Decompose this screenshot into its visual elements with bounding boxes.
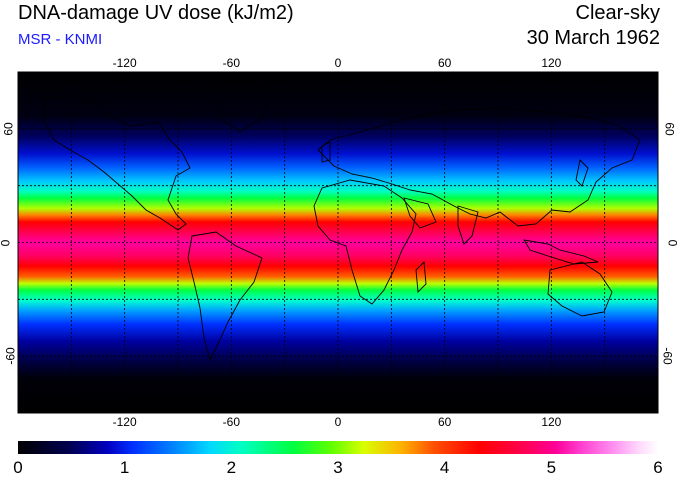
lon-bottom-tick-label: -60 <box>222 415 240 429</box>
lat-right-tick-label: 60 <box>662 122 677 136</box>
map-title: DNA-damage UV dose (kJ/m2) <box>18 2 294 24</box>
lon-top-tick-label: 120 <box>541 56 562 70</box>
lon-bottom-tick-label: 120 <box>541 415 562 429</box>
lat-left-tick-label: -60 <box>3 347 18 365</box>
lon-bottom-tick-label: 60 <box>437 415 452 429</box>
colorbar-tick-label: 4 <box>439 458 450 477</box>
sky-condition-label: Clear-sky <box>575 2 660 24</box>
credit-label: MSR - KNMI <box>18 31 103 48</box>
lat-left-tick-label: 60 <box>1 122 16 136</box>
lon-top-tick-label: -120 <box>112 56 137 70</box>
lat-right-tick-label: -60 <box>660 347 675 365</box>
lon-top-tick-label: -60 <box>222 56 240 70</box>
colorbar-tick-label: 3 <box>333 458 343 477</box>
lat-left-tick-label: 0 <box>0 239 12 246</box>
graticule <box>18 72 658 413</box>
colorbar-tick-label: 2 <box>226 458 237 477</box>
colorbar-tick-label: 5 <box>546 458 557 477</box>
map-frame <box>17 71 659 414</box>
colorbar <box>18 441 658 454</box>
lon-bottom-tick-label: -120 <box>112 415 137 429</box>
colorbar-tick-label: 1 <box>119 458 130 477</box>
lon-top-tick-label: 60 <box>437 56 452 70</box>
colorbar-tick-label: 6 <box>653 458 663 477</box>
lon-top-tick-label: 0 <box>334 56 342 70</box>
colorbar-tick-label: 0 <box>13 458 23 477</box>
lon-bottom-tick-label: 0 <box>334 415 342 429</box>
lat-right-tick-label: 0 <box>666 239 678 246</box>
land-coastlines <box>18 79 658 401</box>
date-label: 30 March 1962 <box>526 27 660 49</box>
